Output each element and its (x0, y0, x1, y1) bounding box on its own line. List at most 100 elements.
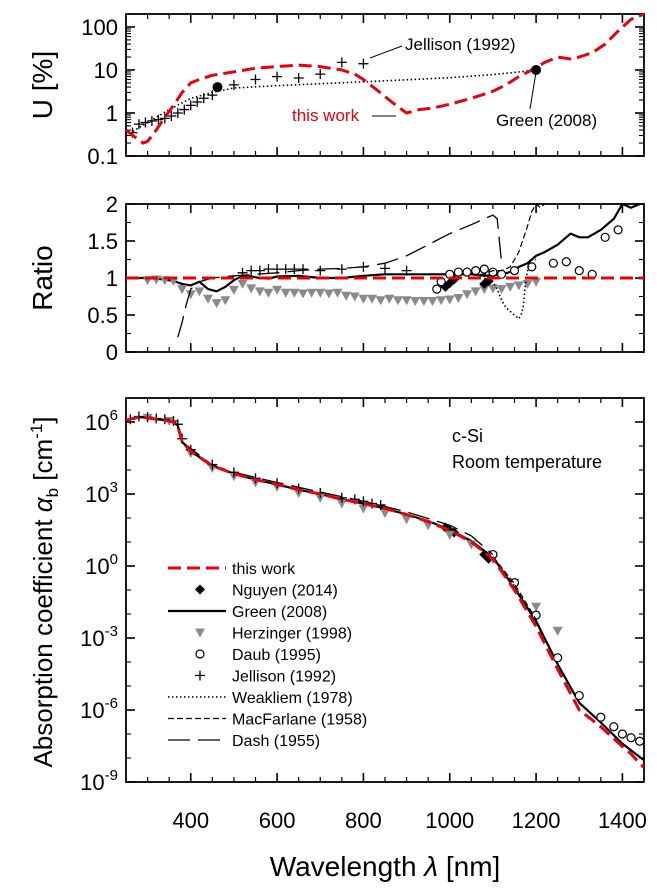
legend-label: Green (2008) (232, 604, 327, 621)
data-point-daub-1995 (596, 712, 606, 722)
data-point-daub-1995 (462, 267, 472, 277)
data-point-jellison-1992 (272, 71, 283, 82)
data-point-herzinger-1998 (487, 284, 498, 294)
y-tick-label: 10 (94, 58, 118, 83)
data-point-herzinger-1998 (479, 285, 490, 295)
x-tick-label: 1200 (512, 808, 561, 833)
annotation-this-work: this work (292, 106, 360, 125)
series-dash-1955-ratio-line (177, 214, 503, 338)
data-point-herzinger-1998 (332, 288, 343, 298)
data-point-herzinger-1998 (392, 296, 403, 306)
data-point-jellison-1992 (297, 264, 308, 275)
series-herzinger-1998-ratio (142, 275, 542, 309)
x-tick-label: 400 (172, 808, 209, 833)
data-point-herzinger-1998 (401, 515, 412, 525)
data-point-jellison-1992 (228, 79, 239, 90)
legend-item-green-2008: Green (2008) (168, 604, 327, 621)
data-point-herzinger-1998 (436, 296, 447, 306)
data-point-jellison-1992 (293, 73, 304, 84)
reference-point (212, 82, 223, 93)
data-point-daub-1995 (509, 266, 520, 276)
data-point-herzinger-1998 (211, 299, 222, 309)
legend-label: MacFarlane (1958) (232, 712, 367, 729)
series-green-2008-ratio-line (126, 202, 641, 293)
y-tick-label: 106 (85, 407, 118, 435)
data-point-herzinger-1998 (444, 295, 455, 305)
series-this-work-uncertainty-line (125, 12, 645, 145)
data-point-herzinger-1998 (246, 284, 257, 294)
series-jellison-1992-uncertainty (127, 57, 369, 138)
data-point-herzinger-1998 (427, 296, 438, 306)
legend-item-macfarlane-1958: MacFarlane (1958) (168, 712, 367, 729)
x-tick-label: 600 (259, 808, 296, 833)
panel-uncertainty-series (125, 12, 645, 145)
data-point-herzinger-1998 (289, 288, 300, 298)
data-point-jellison-1992 (153, 114, 164, 125)
annotation-green: Green (2008) (496, 111, 597, 130)
data-point-herzinger-1998 (306, 288, 317, 298)
legend-item-this-work: this work (168, 561, 296, 578)
data-point-herzinger-1998 (272, 285, 283, 295)
data-point-herzinger-1998 (323, 289, 334, 299)
legend-item-daub-1995: Daub (1995) (195, 647, 321, 664)
data-point-jellison-1992 (315, 69, 326, 80)
data-point-daub-1995 (613, 225, 623, 235)
data-point-jellison-1992 (246, 265, 257, 276)
data-point-herzinger-1998 (401, 296, 412, 306)
data-point-daub-1995 (574, 266, 584, 276)
data-point-jellison-1992 (185, 100, 196, 111)
legend-item-jellison-1992: Jellison (1992) (195, 669, 336, 686)
panel-ratio-y-label: Ratio (27, 245, 58, 310)
series-macfarlane-1958-absorption-line (470, 540, 546, 639)
annotation-jellison: Jellison (1992) (405, 35, 516, 54)
data-point-herzinger-1998 (228, 285, 239, 295)
data-point-herzinger-1998 (462, 290, 473, 300)
panel-ratio-y-ticks: 0 0.5 1 1.5 2 (87, 192, 644, 365)
legend-label: Nguyen (2014) (232, 583, 338, 600)
legend-label: Herzinger (1998) (232, 626, 352, 643)
data-point-herzinger-1998 (203, 294, 214, 304)
data-point-herzinger-1998 (194, 287, 205, 297)
data-point-daub-1995 (471, 266, 481, 276)
data-point-daub-1995 (574, 690, 584, 701)
data-point-herzinger-1998 (237, 279, 248, 289)
data-point-herzinger-1998 (341, 291, 352, 301)
data-point-daub-1995 (479, 264, 489, 274)
data-point-herzinger-1998 (531, 602, 542, 612)
data-point-jellison-1992 (172, 107, 183, 118)
legend-label: Weakliem (1978) (232, 690, 353, 707)
data-point-herzinger-1998 (358, 294, 369, 304)
panel-uncertainty: 0.1 1 10 100 U [%] Jellison (1992) this wor… (27, 12, 645, 169)
data-point-jellison-1992 (263, 264, 274, 275)
panel-absorption-y-ticks: 10-9 10-6 10-3 100 103 106 (80, 407, 644, 795)
x-tick-label: 1400 (598, 808, 647, 833)
y-tick-label: 1 (106, 101, 118, 126)
series-herzinger-1998-absorption (142, 413, 563, 636)
data-point-daub-1995 (453, 267, 463, 277)
y-tick-label: 103 (85, 479, 118, 507)
y-tick-label: 2 (106, 192, 118, 217)
data-point-jellison-1992 (237, 267, 248, 278)
data-point-herzinger-1998 (410, 296, 421, 306)
data-point-jellison-1992 (280, 264, 291, 275)
data-point-jellison-1992 (380, 263, 390, 274)
data-point-jellison-1992 (140, 117, 151, 128)
data-point-herzinger-1998 (513, 281, 524, 291)
data-point-daub-1995 (626, 733, 636, 743)
y-tick-label: 10-6 (80, 695, 118, 723)
y-tick-label: 1.5 (87, 229, 118, 254)
data-point-daub-1995 (609, 722, 619, 732)
data-point-daub-1995 (617, 729, 628, 739)
data-point-herzinger-1998 (358, 504, 369, 514)
data-point-jellison-1992 (166, 111, 177, 122)
panel-absorption-series (125, 411, 646, 769)
legend-swatch-jellison-1992 (195, 670, 205, 681)
legend-item-weakliem-1978: Weakliem (1978) (168, 690, 353, 707)
legend-label: Daub (1995) (232, 647, 321, 664)
y-tick-label: 100 (85, 551, 118, 579)
data-point-herzinger-1998 (315, 288, 326, 298)
data-point-daub-1995 (561, 257, 571, 267)
annotation-material: c-Si (452, 426, 483, 446)
data-point-herzinger-1998 (496, 285, 507, 295)
panel-ratio-x-ticks (146, 204, 624, 352)
